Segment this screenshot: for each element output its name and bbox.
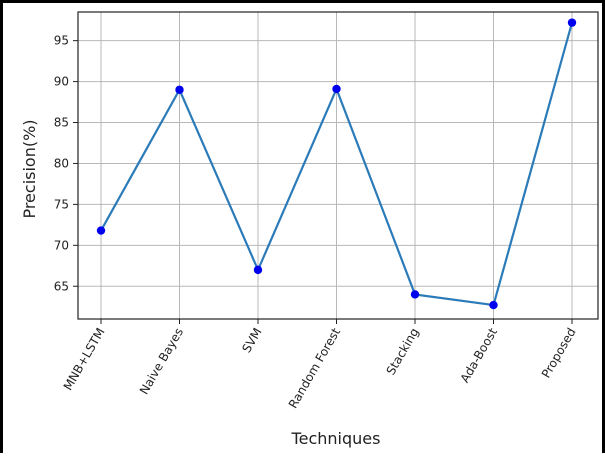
x-tick-label: Stacking xyxy=(384,326,422,378)
data-points xyxy=(96,18,577,310)
data-point xyxy=(332,84,341,94)
y-axis-ticks: 65 70 75 80 85 90 95 xyxy=(54,34,78,293)
y-tick-label: 85 xyxy=(54,116,69,130)
data-point xyxy=(489,300,498,310)
data-point xyxy=(96,226,106,235)
x-tick-label: SVM xyxy=(239,326,264,356)
x-axis-ticks: MNB+LSTM Naive Bayes SVM Random Forest Stack… xyxy=(61,319,579,411)
data-point xyxy=(410,290,420,299)
y-tick-label: 75 xyxy=(54,197,69,211)
y-axis-label: Precision(%) xyxy=(20,119,39,218)
data-point xyxy=(253,265,263,275)
x-tick-label: Naive Bayes xyxy=(137,326,186,397)
plot-area-border xyxy=(77,11,599,320)
y-tick-label: 90 xyxy=(54,75,69,89)
precision-line-chart: 65 70 75 80 85 90 95 MNB+LSTM Naive Bayes SVM Ran… xyxy=(20,11,599,448)
data-point xyxy=(567,18,577,27)
x-axis-label: Techniques xyxy=(291,429,381,448)
data-point xyxy=(175,85,184,94)
x-tick-label: Proposed xyxy=(539,326,579,381)
x-tick-label: MNB+LSTM xyxy=(61,326,108,393)
x-tick-label: Ada-Boost xyxy=(458,325,501,385)
y-tick-label: 80 xyxy=(54,156,69,170)
grid xyxy=(78,12,598,319)
y-tick-label: 70 xyxy=(54,238,69,252)
x-tick-label: Random Forest xyxy=(286,325,343,410)
y-tick-label: 95 xyxy=(54,34,69,48)
y-tick-label: 65 xyxy=(54,279,69,293)
